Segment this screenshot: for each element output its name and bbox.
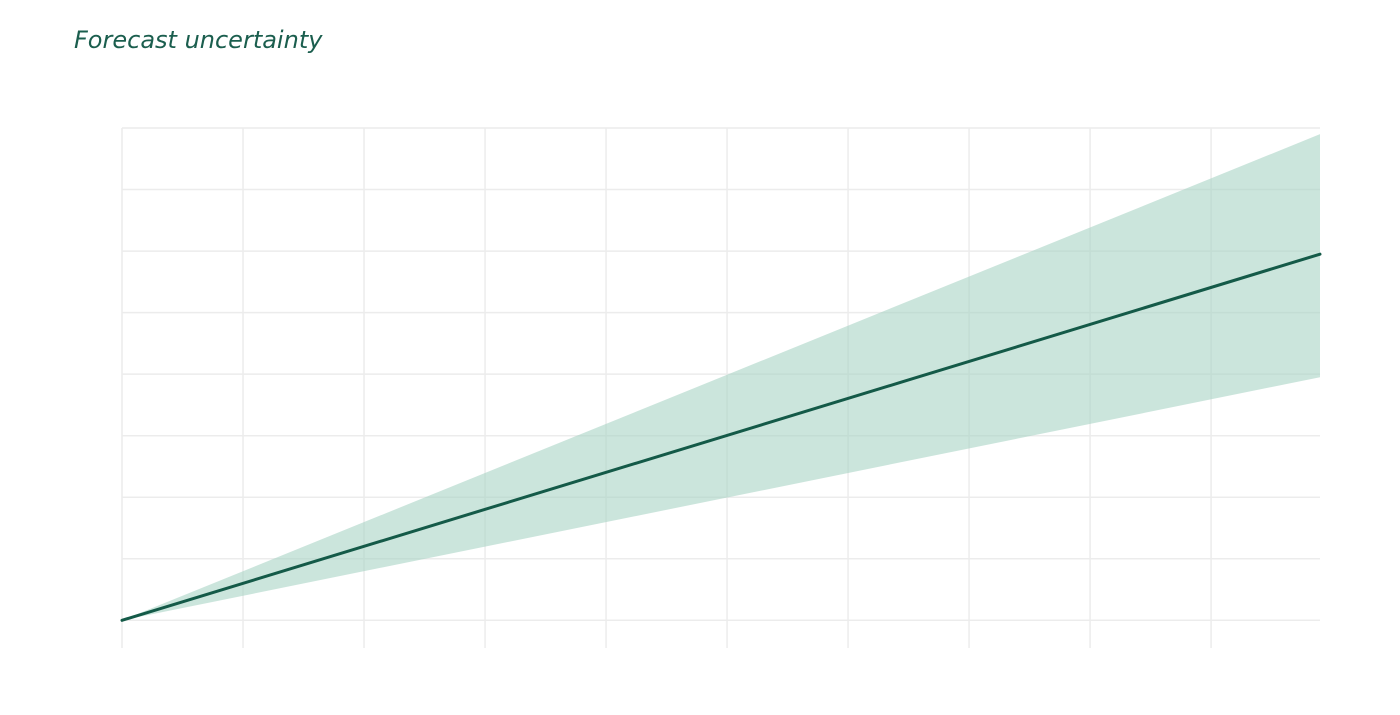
uncertainty-band	[122, 134, 1320, 621]
uncertainty-band-layer	[122, 134, 1320, 621]
forecast-line-layer	[120, 252, 1322, 622]
chart-title: Forecast uncertainty	[74, 26, 323, 54]
forecast-line	[120, 252, 1322, 622]
